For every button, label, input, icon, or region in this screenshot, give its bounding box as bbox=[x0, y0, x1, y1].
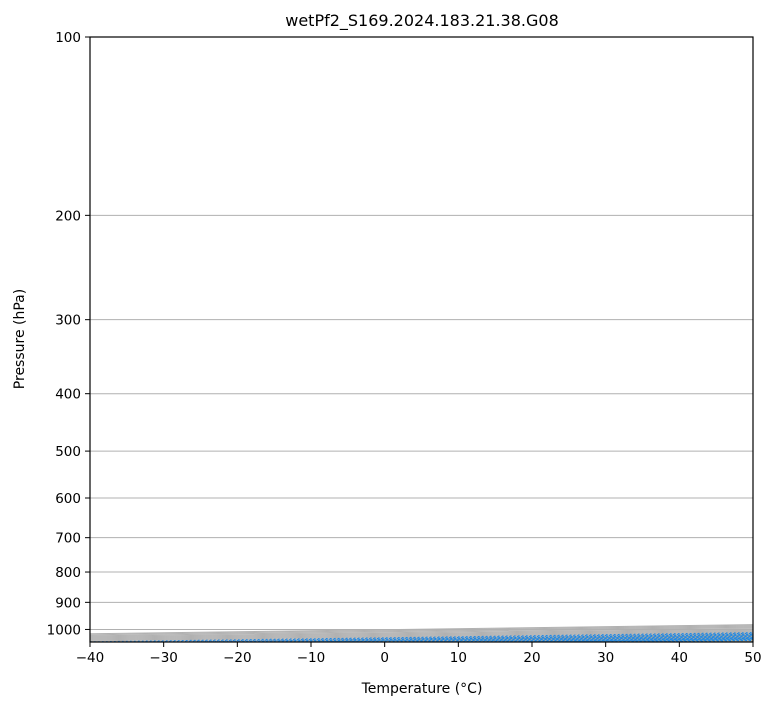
y-tick-label: 900 bbox=[55, 595, 81, 611]
x-tick-label: −40 bbox=[76, 650, 105, 666]
chart-title: wetPf2_S169.2024.183.21.38.G08 bbox=[285, 11, 559, 31]
pressure-gridlines bbox=[90, 37, 753, 630]
y-tick-label: 600 bbox=[55, 491, 81, 507]
y-tick-label: 300 bbox=[55, 313, 81, 329]
y-tick-label: 700 bbox=[55, 531, 81, 547]
x-tick-label: −20 bbox=[223, 650, 252, 666]
x-tick-label: 50 bbox=[744, 650, 761, 666]
y-axis-ticks: 100 200 300 400 500 600 700 800 900 1000 bbox=[47, 30, 90, 638]
y-tick-label: 100 bbox=[55, 30, 81, 46]
y-tick-label: 1000 bbox=[47, 622, 81, 638]
y-tick-label: 400 bbox=[55, 387, 81, 403]
x-tick-label: −30 bbox=[149, 650, 178, 666]
y-tick-label: 200 bbox=[55, 208, 81, 224]
y-tick-label: 500 bbox=[55, 444, 81, 460]
y-tick-label: 800 bbox=[55, 565, 81, 581]
x-tick-label: 30 bbox=[597, 650, 614, 666]
plot-frame bbox=[89, 36, 754, 643]
x-tick-label: 10 bbox=[450, 650, 467, 666]
x-tick-label: −10 bbox=[297, 650, 326, 666]
x-tick-label: 20 bbox=[523, 650, 540, 666]
x-tick-label: 40 bbox=[671, 650, 688, 666]
x-axis-ticks: −40 −30 −20 −10 0 10 20 30 40 50 bbox=[76, 642, 762, 666]
y-axis-label: Pressure (hPa) bbox=[12, 289, 28, 389]
x-tick-label: 0 bbox=[380, 650, 389, 666]
x-axis-label: Temperature (°C) bbox=[361, 681, 483, 697]
